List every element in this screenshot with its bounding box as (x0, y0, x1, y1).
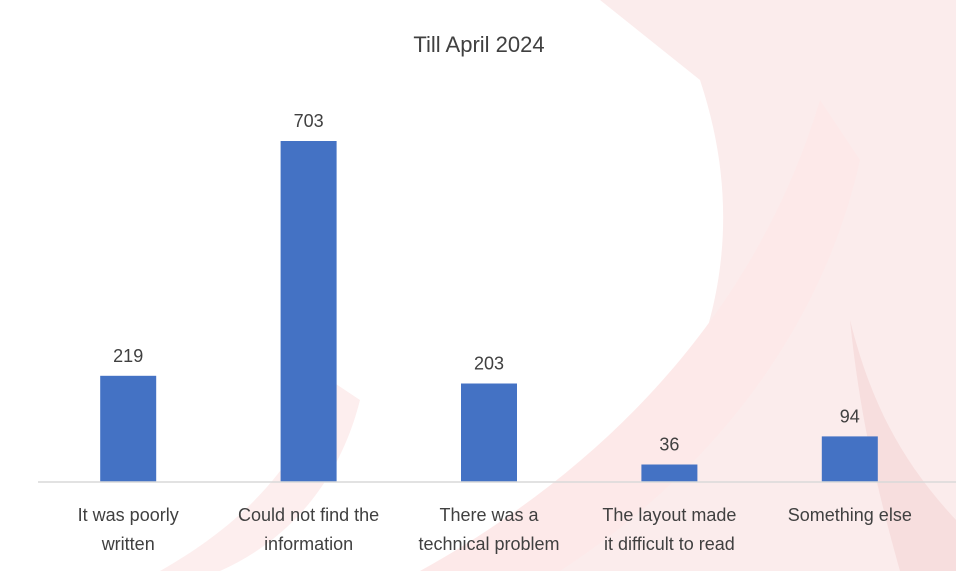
bar-value-label: 36 (659, 435, 679, 455)
bar (461, 383, 517, 482)
value-labels-group: 219 703 203 36 94 (113, 111, 860, 455)
bar (821, 436, 878, 482)
background-watermark (160, 0, 956, 571)
category-label: The layout made (602, 505, 736, 525)
bar-value-label: 219 (113, 346, 143, 366)
category-labels-group: It was poorly written Could not find the in… (78, 505, 912, 554)
category-label: It was poorly (78, 505, 179, 525)
bar-value-label: 94 (840, 406, 860, 426)
category-label: it difficult to read (604, 534, 735, 554)
bars-group (100, 141, 878, 482)
chart-title: Till April 2024 (413, 32, 544, 57)
category-label: Could not find the (238, 505, 379, 525)
bar-value-label: 203 (474, 354, 504, 374)
category-label: information (264, 534, 353, 554)
category-label: There was a (439, 505, 539, 525)
category-label: technical problem (418, 534, 559, 554)
bar-value-label: 703 (294, 111, 324, 131)
category-label: Something else (788, 505, 912, 525)
bar (280, 141, 337, 482)
bar (641, 464, 698, 482)
bar (100, 375, 157, 482)
category-label: written (101, 534, 155, 554)
